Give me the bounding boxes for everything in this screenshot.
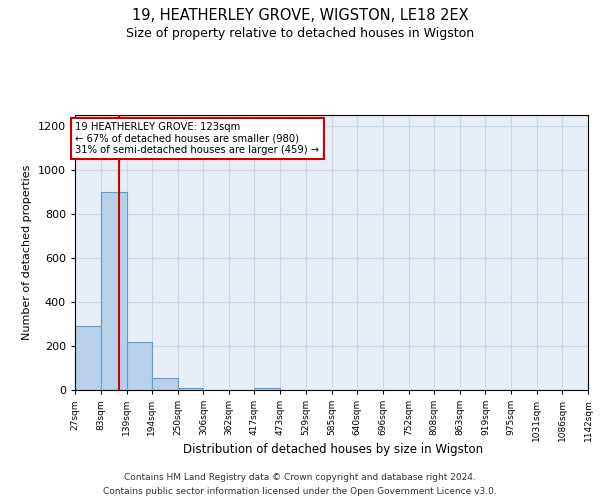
Text: Distribution of detached houses by size in Wigston: Distribution of detached houses by size … bbox=[183, 442, 483, 456]
Bar bbox=[101, 192, 127, 390]
Y-axis label: Number of detached properties: Number of detached properties bbox=[22, 165, 32, 340]
Text: 19 HEATHERLEY GROVE: 123sqm
← 67% of detached houses are smaller (980)
31% of se: 19 HEATHERLEY GROVE: 123sqm ← 67% of det… bbox=[76, 122, 320, 155]
Text: 19, HEATHERLEY GROVE, WIGSTON, LE18 2EX: 19, HEATHERLEY GROVE, WIGSTON, LE18 2EX bbox=[131, 8, 469, 22]
Text: Size of property relative to detached houses in Wigston: Size of property relative to detached ho… bbox=[126, 28, 474, 40]
Bar bbox=[254, 388, 280, 390]
Text: Contains public sector information licensed under the Open Government Licence v3: Contains public sector information licen… bbox=[103, 488, 497, 496]
Bar bbox=[75, 326, 101, 390]
Bar bbox=[127, 342, 152, 390]
Bar bbox=[178, 388, 203, 390]
Text: Contains HM Land Registry data © Crown copyright and database right 2024.: Contains HM Land Registry data © Crown c… bbox=[124, 472, 476, 482]
Bar bbox=[152, 378, 178, 390]
